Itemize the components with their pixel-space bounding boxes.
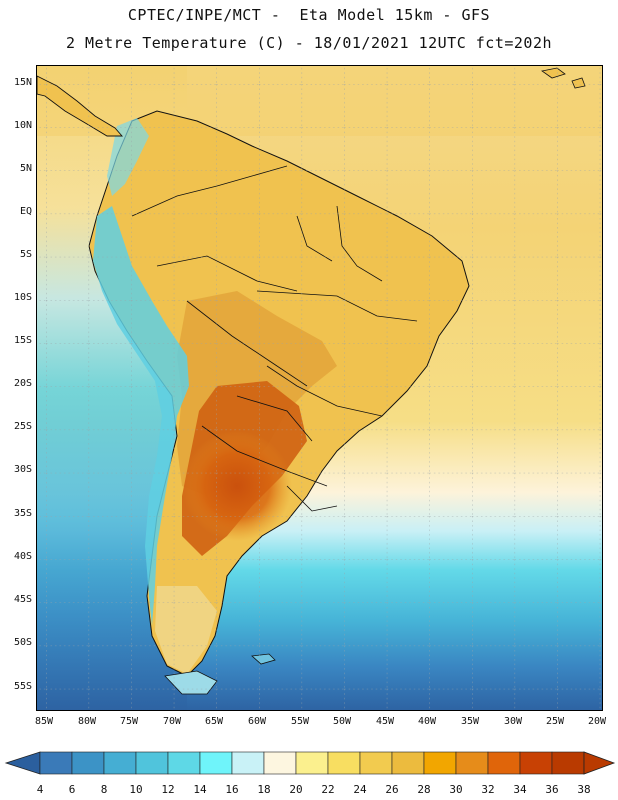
colorbar-label: 12: [161, 783, 175, 796]
lat-label: EQ: [19, 206, 32, 217]
map-title-line2: 2 Metre Temperature (C) - 18/01/2021 12U…: [65, 34, 553, 52]
colorbar-label: 22: [321, 783, 335, 796]
colorbar-label: 14: [193, 783, 207, 796]
colorbar-cell: [199, 751, 233, 775]
colorbar-cell: [295, 751, 329, 775]
lon-label: 20W: [587, 716, 607, 727]
colorbar-label: 34: [513, 783, 527, 796]
colorbar-label: 6: [68, 783, 76, 796]
lat-label: 25S: [13, 421, 32, 432]
colorbar-label: 26: [385, 783, 399, 796]
colorbar-label: 30: [449, 783, 463, 796]
lon-label: 50W: [332, 716, 352, 727]
lon-label: 40W: [417, 716, 437, 727]
colorbar-cell: [391, 751, 425, 775]
colorbar-cell: [487, 751, 521, 775]
lat-label: 35S: [13, 508, 32, 519]
colorbar-cell: [327, 751, 361, 775]
lat-label: 40S: [13, 551, 32, 562]
lon-label: 70W: [162, 716, 182, 727]
colorbar-under-arrow: [4, 751, 41, 775]
lat-label: 45S: [13, 594, 32, 605]
map-title-line1: CPTEC/INPE/MCT - Eta Model 15km - GFS: [127, 6, 491, 24]
colorbar-label: 16: [225, 783, 239, 796]
colorbar-label: 18: [257, 783, 271, 796]
lon-label: 25W: [545, 716, 565, 727]
colorbar-cell: [39, 751, 73, 775]
lat-label: 5S: [19, 249, 32, 260]
colorbar-over-arrow: [583, 751, 616, 775]
colorbar-label: 38: [577, 783, 591, 796]
colorbar-cell: [359, 751, 393, 775]
colorbar-cell: [167, 751, 201, 775]
colorbar-label: 8: [100, 783, 108, 796]
lon-label: 35W: [460, 716, 480, 727]
lon-label: 80W: [77, 716, 97, 727]
colorbar-label: 36: [545, 783, 559, 796]
colorbar-cell: [551, 751, 585, 775]
lat-label: 50S: [13, 637, 32, 648]
map-graticule: [37, 66, 602, 710]
lon-label: 55W: [290, 716, 310, 727]
colorbar-cell: [231, 751, 265, 775]
lon-label: 75W: [119, 716, 139, 727]
colorbar-label: 4: [36, 783, 44, 796]
lon-label: 45W: [375, 716, 395, 727]
colorbar-label: 32: [481, 783, 495, 796]
lon-label: 85W: [34, 716, 54, 727]
colorbar-label: 10: [129, 783, 143, 796]
colorbar-cell: [455, 751, 489, 775]
map-canvas: [37, 66, 602, 710]
colorbar-cell: [263, 751, 297, 775]
lat-label: 15S: [13, 335, 32, 346]
colorbar-cell: [71, 751, 105, 775]
lon-label: 60W: [247, 716, 267, 727]
colorbar-cell: [103, 751, 137, 775]
lat-label: 15N: [13, 77, 32, 88]
lat-label: 55S: [13, 681, 32, 692]
lat-label: 20S: [13, 378, 32, 389]
colorbar-label: 28: [417, 783, 431, 796]
colorbar-cells: [39, 751, 585, 775]
colorbar-label: 24: [353, 783, 367, 796]
lat-label: 30S: [13, 464, 32, 475]
lon-label: 65W: [204, 716, 224, 727]
colorbar-cell: [423, 751, 457, 775]
lat-label: 10S: [13, 292, 32, 303]
colorbar-cell: [135, 751, 169, 775]
lat-label: 10N: [13, 120, 32, 131]
temperature-map: [36, 65, 603, 711]
lon-label: 30W: [503, 716, 523, 727]
colorbar-label: 20: [289, 783, 303, 796]
lat-label: 5N: [19, 163, 32, 174]
colorbar-cell: [519, 751, 553, 775]
temperature-colorbar: [4, 751, 616, 775]
